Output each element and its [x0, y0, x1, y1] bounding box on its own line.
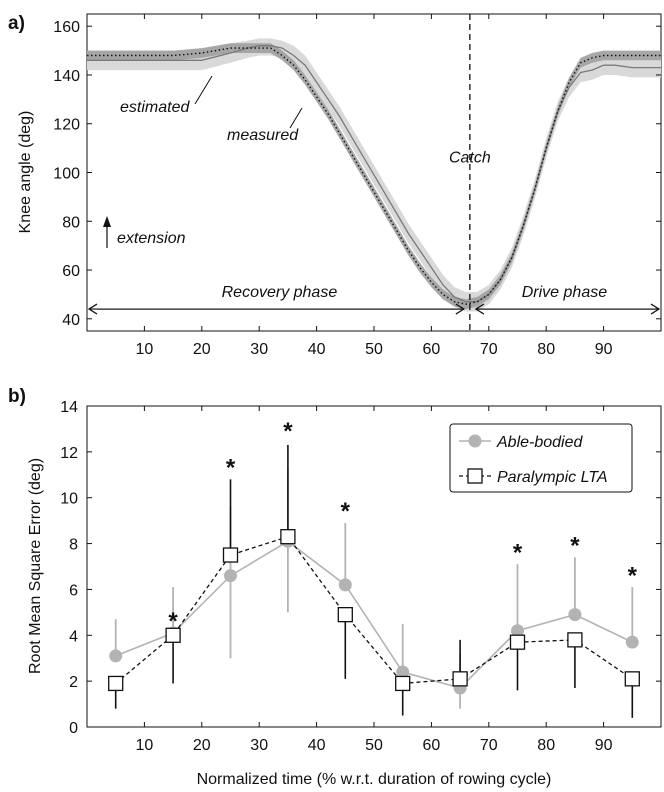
line-measured [87, 45, 661, 303]
recovery-arrow-left-head [87, 303, 98, 315]
x-axis-title: Normalized time (% w.r.t. duration of ro… [197, 771, 552, 788]
recovery-arrow-right-head [455, 303, 465, 315]
panel-a-y-axis-title: Knee angle (deg) [17, 111, 34, 234]
point-Paralympic LTA-15 [165, 627, 181, 643]
y-tick-label-b-6: 6 [69, 582, 78, 599]
line-Able-bodied [115, 540, 633, 689]
y-tick-label-b-0: 0 [69, 720, 78, 737]
y-tick-label-b-4: 4 [69, 628, 78, 645]
panel-b-ticks: 10 20 30 40 50 60 70 80 90 0 2 4 6 8 10 12 14 [60, 399, 661, 754]
measured-pointer [289, 107, 303, 129]
x-tick-label-b-40: 40 [308, 737, 326, 754]
legend-paralympic-lta: Paralympic LTA [497, 469, 608, 486]
significance-star-45: * [341, 498, 351, 525]
x-tick-label-a-90: 90 [595, 341, 613, 358]
panel-a-ticks: 10 20 30 40 50 60 70 80 90 40 60 80 100 120 140 160 [53, 14, 661, 358]
x-tick-label-b-30: 30 [250, 737, 268, 754]
point-Paralympic LTA-65 [452, 671, 468, 687]
point-Paralympic LTA-45 [337, 607, 353, 623]
phase-arrows [87, 303, 661, 315]
y-tick-label-a-40: 40 [62, 312, 80, 329]
x-tick-label-b-10: 10 [136, 737, 154, 754]
legend-able-bodied: Able-bodied [496, 434, 584, 451]
point-Able-bodied-75 [511, 624, 524, 638]
significance-star-85: * [570, 533, 580, 560]
y-tick-label-a-80: 80 [62, 214, 80, 231]
x-tick-label-a-70: 70 [480, 341, 498, 358]
line-Paralympic LTA [115, 535, 633, 685]
estimated-pointer [194, 75, 213, 105]
estimated-label: estimated [120, 99, 190, 116]
drive-arrow-right-head [650, 303, 661, 315]
panel-a-label: a) [8, 13, 25, 34]
y-tick-label-a-100: 100 [53, 166, 80, 183]
significance-markers: * * * * * * * [168, 418, 637, 635]
x-tick-label-a-80: 80 [537, 341, 555, 358]
significance-star-75: * [513, 539, 523, 566]
extension-arrow [103, 216, 111, 248]
panel-a-lines [87, 45, 661, 305]
x-tick-label-b-60: 60 [423, 737, 441, 754]
point-Able-bodied-5 [109, 649, 123, 663]
point-Paralympic LTA-85 [567, 632, 583, 648]
point-Paralympic LTA-55 [395, 675, 411, 692]
x-tick-label-a-60: 60 [423, 341, 441, 358]
measured-label: measured [227, 127, 299, 144]
y-tick-label-b-14: 14 [60, 399, 78, 416]
panel-b-label: b) [8, 386, 26, 407]
x-tick-label-a-40: 40 [308, 341, 326, 358]
point-Paralympic LTA-35 [280, 529, 296, 545]
point-Paralympic LTA-75 [509, 634, 526, 650]
x-tick-label-b-90: 90 [595, 737, 613, 754]
x-tick-label-b-20: 20 [193, 737, 211, 754]
point-Paralympic LTA-95 [624, 671, 640, 687]
x-tick-label-b-80: 80 [537, 737, 555, 754]
panel-b-y-axis-title: Root Mean Square Error (deg) [27, 458, 44, 674]
x-tick-label-a-20: 20 [193, 341, 211, 358]
drive-phase-label: Drive phase [522, 284, 607, 301]
legend-paralympic-swatch-marker [467, 468, 483, 484]
x-tick-label-a-10: 10 [136, 341, 154, 358]
catch-label: Catch [449, 150, 491, 167]
point-Able-bodied-25 [224, 569, 237, 583]
y-tick-label-a-60: 60 [62, 263, 80, 280]
knee-angle-panel: a) Knee angle (deg) 10 20 30 40 50 60 70 80 90 40… [8, 13, 662, 358]
point-Paralympic LTA-25 [222, 547, 239, 563]
point-Able-bodied-45 [338, 578, 352, 592]
significance-star-15: * [168, 608, 178, 635]
y-tick-label-b-12: 12 [60, 445, 78, 462]
y-tick-label-a-120: 120 [53, 117, 80, 134]
panel-b-lines [115, 535, 633, 689]
y-tick-label-b-2: 2 [69, 674, 78, 691]
significance-star-95: * [628, 562, 638, 589]
x-tick-label-b-50: 50 [365, 737, 383, 754]
legend-able-bodied-swatch-marker [468, 434, 482, 448]
x-tick-label-b-70: 70 [480, 737, 498, 754]
significance-star-25: * [226, 455, 236, 482]
y-tick-label-b-8: 8 [69, 537, 78, 554]
rmse-panel: b) Root Mean Square Error (deg) Normaliz… [8, 386, 662, 788]
point-Able-bodied-95 [625, 635, 639, 649]
extension-label: extension [117, 230, 186, 247]
point-Paralympic LTA-5 [108, 675, 124, 692]
significance-star-35: * [283, 418, 293, 445]
x-tick-label-a-30: 30 [250, 341, 268, 358]
legend: Able-bodied Paralympic LTA [449, 423, 633, 493]
point-Able-bodied-85 [568, 608, 582, 622]
point-Able-bodied-55 [396, 665, 410, 679]
y-tick-label-a-160: 160 [53, 19, 80, 36]
recovery-phase-label: Recovery phase [222, 284, 338, 301]
legend-box [449, 423, 633, 493]
panel-b-markers [108, 529, 640, 695]
y-tick-label-a-140: 140 [53, 68, 80, 85]
x-tick-label-a-50: 50 [365, 341, 383, 358]
y-tick-label-b-10: 10 [60, 491, 78, 508]
line-estimated [87, 47, 661, 305]
